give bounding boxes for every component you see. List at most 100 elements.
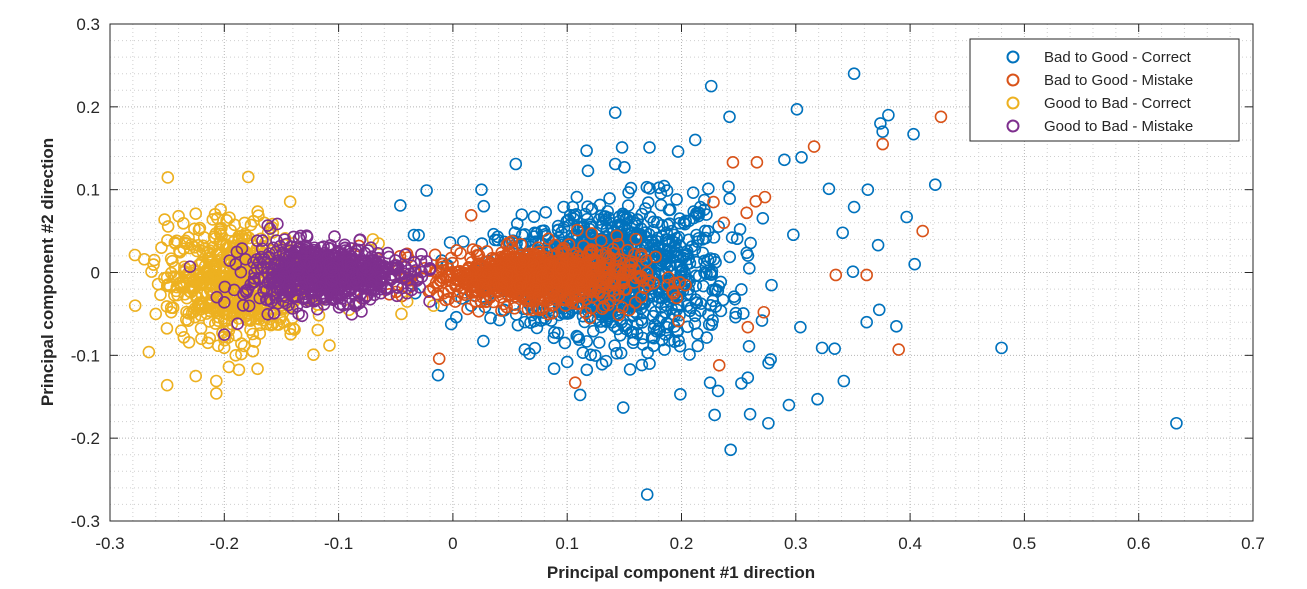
marker (703, 376, 717, 389)
marker (829, 268, 843, 282)
marker (591, 244, 604, 257)
marker (688, 317, 702, 330)
y-tick-label: 0.3 (76, 15, 100, 34)
marker (667, 287, 680, 300)
marker (595, 280, 609, 294)
marker (757, 305, 771, 319)
marker (495, 279, 509, 292)
marker (299, 239, 313, 253)
marker (364, 278, 378, 292)
marker (158, 213, 171, 226)
marker (540, 246, 553, 259)
marker (651, 259, 665, 273)
marker (476, 291, 490, 305)
marker (726, 156, 740, 169)
marker (128, 299, 142, 312)
marker (872, 303, 886, 317)
marker (394, 199, 407, 212)
marker (244, 218, 258, 232)
marker (282, 280, 296, 293)
marker (762, 416, 775, 430)
marker (514, 238, 528, 251)
marker (263, 222, 277, 235)
marker (344, 260, 357, 274)
marker (220, 214, 233, 227)
marker (621, 199, 635, 212)
marker (472, 249, 486, 262)
marker (361, 244, 375, 257)
y-axis-title: Principal component #2 direction (38, 138, 57, 406)
marker (527, 230, 541, 243)
marker (677, 216, 691, 230)
marker (815, 341, 829, 355)
marker (698, 224, 712, 238)
marker (700, 267, 713, 281)
marker (634, 222, 648, 235)
marker (765, 278, 778, 292)
marker (448, 295, 462, 308)
marker (625, 257, 639, 271)
marker (742, 262, 756, 275)
marker (807, 140, 821, 153)
marker (580, 144, 593, 158)
marker (737, 307, 750, 320)
marker (707, 195, 720, 209)
marker (640, 488, 654, 501)
marker (640, 266, 654, 280)
marker (618, 161, 631, 174)
marker (418, 261, 432, 275)
marker (526, 258, 540, 271)
marker (742, 339, 756, 353)
marker (735, 283, 748, 296)
marker (415, 270, 429, 284)
marker (244, 313, 258, 326)
marker (137, 252, 151, 266)
marker (614, 346, 628, 360)
marker (847, 67, 861, 80)
marker (647, 215, 660, 229)
marker (559, 294, 573, 307)
marker (452, 265, 465, 278)
marker (528, 281, 542, 295)
marker (620, 211, 633, 225)
marker (581, 164, 595, 178)
marker (672, 314, 685, 328)
marker (882, 108, 895, 122)
marker (698, 254, 711, 268)
marker (145, 265, 158, 278)
marker (350, 285, 363, 299)
marker (613, 214, 626, 228)
marker (292, 272, 306, 286)
marker (220, 322, 234, 335)
marker (811, 392, 824, 406)
marker (142, 345, 156, 359)
marker (189, 207, 203, 220)
marker (741, 249, 755, 262)
marker (149, 307, 163, 321)
marker (685, 240, 699, 253)
marker (686, 186, 700, 199)
marker (454, 246, 467, 260)
marker (691, 339, 705, 353)
marker (479, 284, 493, 298)
marker (583, 244, 596, 258)
marker (323, 257, 336, 270)
marker (687, 211, 701, 225)
legend-box (969, 38, 1240, 142)
legend-label-bad-to-good-mistake: Bad to Good - Mistake (1044, 72, 1193, 89)
marker (733, 222, 747, 236)
legend-marker-good-to-bad-mistake (1006, 119, 1020, 133)
marker (211, 314, 225, 328)
series-good-to-bad-mistake (183, 217, 437, 341)
marker (160, 378, 174, 392)
marker (479, 294, 493, 308)
marker (284, 328, 297, 341)
x-tick-label: 0.2 (670, 534, 694, 553)
marker (592, 236, 605, 250)
marker (335, 287, 348, 301)
marker (534, 292, 548, 306)
marker (741, 320, 755, 334)
marker (576, 309, 590, 323)
marker (472, 305, 486, 318)
marker (661, 278, 675, 292)
